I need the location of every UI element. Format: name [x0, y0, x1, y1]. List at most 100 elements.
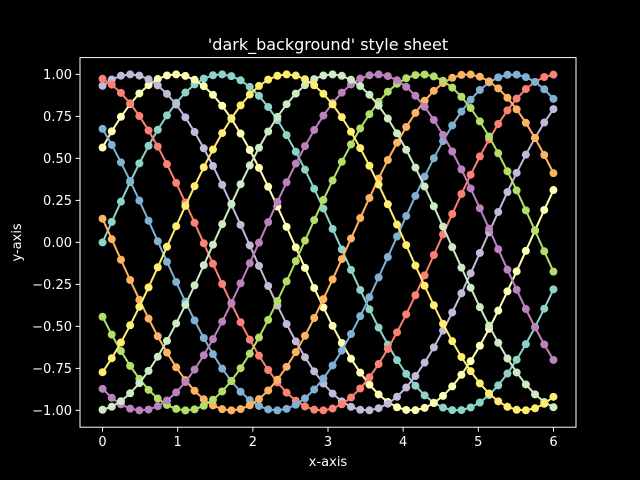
data-point: [300, 263, 309, 272]
data-point: [144, 141, 153, 150]
data-point: [245, 241, 254, 250]
data-point: [549, 267, 558, 276]
data-point: [300, 331, 309, 340]
data-point: [282, 100, 291, 109]
data-point: [126, 276, 135, 285]
data-point: [429, 343, 438, 352]
data-point: [190, 182, 199, 191]
data-point: [264, 182, 273, 191]
data-point: [356, 312, 365, 321]
data-point: [319, 111, 328, 120]
data-point: [208, 350, 217, 359]
data-point: [172, 178, 181, 187]
data-point: [190, 316, 199, 325]
data-point: [199, 74, 208, 83]
data-point: [512, 405, 521, 414]
data-point: [494, 119, 503, 128]
data-point: [420, 358, 429, 367]
x-tick-label: 0: [98, 435, 106, 450]
data-point: [264, 405, 273, 414]
data-point: [457, 70, 466, 79]
data-point: [144, 405, 153, 414]
series-9: [98, 70, 558, 415]
data-point: [475, 72, 484, 81]
series-7: [98, 70, 558, 415]
data-point: [116, 112, 125, 121]
data-point: [162, 396, 171, 405]
data-point: [126, 404, 135, 413]
data-point: [218, 220, 227, 229]
data-point: [107, 235, 116, 244]
data-point: [328, 321, 337, 330]
data-point: [135, 196, 144, 205]
data-point: [347, 354, 356, 363]
data-point: [374, 323, 383, 332]
data-point: [466, 95, 475, 104]
data-point: [107, 140, 116, 149]
data-point: [107, 127, 116, 136]
data-point: [282, 404, 291, 413]
data-point: [503, 106, 512, 115]
data-point: [457, 370, 466, 379]
data-point: [402, 383, 411, 392]
data-point: [402, 74, 411, 83]
data-point: [337, 157, 346, 166]
data-point: [199, 144, 208, 153]
data-point: [356, 214, 365, 223]
y-tick-label: 0.25: [43, 194, 72, 209]
data-point: [190, 218, 199, 227]
data-point: [199, 333, 208, 342]
data-point: [236, 387, 245, 396]
data-point: [107, 393, 116, 402]
data-point: [300, 402, 309, 411]
data-point: [411, 381, 420, 390]
data-point: [494, 381, 503, 390]
data-point: [98, 368, 107, 377]
data-point: [374, 273, 383, 282]
data-point: [439, 222, 448, 231]
data-point: [135, 89, 144, 98]
data-point: [439, 319, 448, 328]
data-point: [448, 243, 457, 252]
data-point: [227, 199, 236, 208]
data-point: [310, 385, 319, 394]
data-point: [162, 111, 171, 120]
data-point: [503, 354, 512, 363]
data-point: [411, 291, 420, 300]
data-point: [374, 101, 383, 110]
data-point: [254, 395, 263, 404]
data-point: [153, 237, 162, 246]
data-point: [347, 140, 356, 149]
data-point: [383, 155, 392, 164]
data-point: [208, 161, 217, 170]
data-point: [448, 382, 457, 391]
data-point: [264, 365, 273, 374]
data-point: [135, 379, 144, 388]
data-point: [199, 351, 208, 360]
data-point: [291, 159, 300, 168]
data-point: [208, 335, 217, 344]
data-point: [475, 248, 484, 257]
x-tick-label: 3: [324, 435, 332, 450]
data-point: [319, 89, 328, 98]
data-point: [310, 216, 319, 225]
data-point: [264, 315, 273, 324]
data-point: [144, 75, 153, 84]
data-point: [429, 115, 438, 124]
data-point: [282, 320, 291, 329]
data-point: [328, 389, 337, 398]
data-point: [337, 346, 346, 355]
data-point: [521, 206, 530, 215]
data-point: [512, 285, 521, 294]
data-point: [208, 240, 217, 249]
data-point: [273, 71, 282, 80]
data-point: [365, 71, 374, 80]
data-point: [254, 81, 263, 90]
data-point: [291, 89, 300, 98]
data-point: [107, 330, 116, 339]
data-point: [153, 394, 162, 403]
data-point: [208, 90, 217, 99]
data-point: [411, 191, 420, 200]
data-point: [337, 245, 346, 254]
